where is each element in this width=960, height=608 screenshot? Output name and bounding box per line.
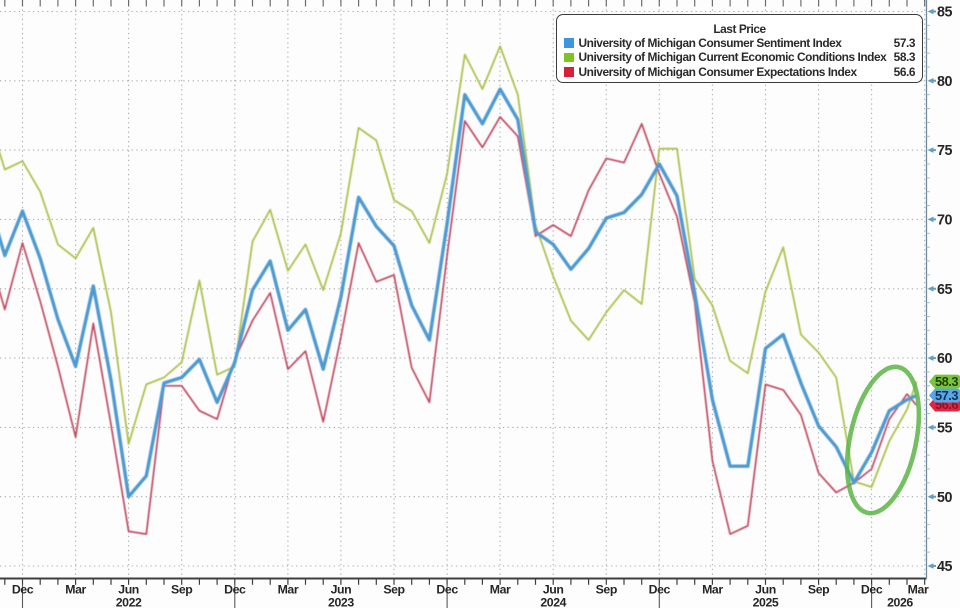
svg-text:2023: 2023 (328, 596, 354, 608)
svg-text:2022: 2022 (116, 596, 142, 608)
svg-text:Mar: Mar (908, 583, 929, 597)
svg-text:Dec: Dec (224, 583, 246, 597)
svg-text:Jun: Jun (331, 583, 352, 597)
svg-text:Mar: Mar (278, 583, 299, 597)
svg-text:Dec: Dec (861, 583, 883, 597)
svg-text:45: 45 (937, 559, 953, 575)
svg-text:75: 75 (937, 143, 953, 159)
svg-text:58.3: 58.3 (935, 374, 958, 389)
svg-text:55: 55 (937, 421, 953, 437)
svg-text:Mar: Mar (490, 583, 511, 597)
svg-text:Dec: Dec (12, 583, 34, 597)
svg-text:80: 80 (937, 74, 953, 90)
svg-text:Sep: Sep (383, 583, 404, 597)
svg-text:Mar: Mar (65, 583, 86, 597)
svg-text:Mar: Mar (702, 583, 723, 597)
svg-text:Jun: Jun (755, 583, 776, 597)
svg-text:50: 50 (937, 490, 953, 506)
svg-text:2026: 2026 (887, 596, 913, 608)
svg-text:Sep: Sep (596, 583, 617, 597)
svg-text:Sep: Sep (808, 583, 829, 597)
svg-text:Dec: Dec (436, 583, 458, 597)
svg-text:Sep: Sep (171, 583, 192, 597)
svg-text:Dec: Dec (649, 583, 671, 597)
svg-text:2024: 2024 (540, 596, 566, 608)
svg-text:85: 85 (937, 5, 953, 21)
svg-text:60: 60 (937, 351, 953, 367)
svg-text:65: 65 (937, 282, 953, 298)
svg-text:70: 70 (937, 213, 953, 229)
svg-text:2025: 2025 (753, 596, 779, 608)
svg-text:57.3: 57.3 (935, 388, 958, 403)
svg-text:Jun: Jun (118, 583, 139, 597)
svg-text:Jun: Jun (543, 583, 564, 597)
